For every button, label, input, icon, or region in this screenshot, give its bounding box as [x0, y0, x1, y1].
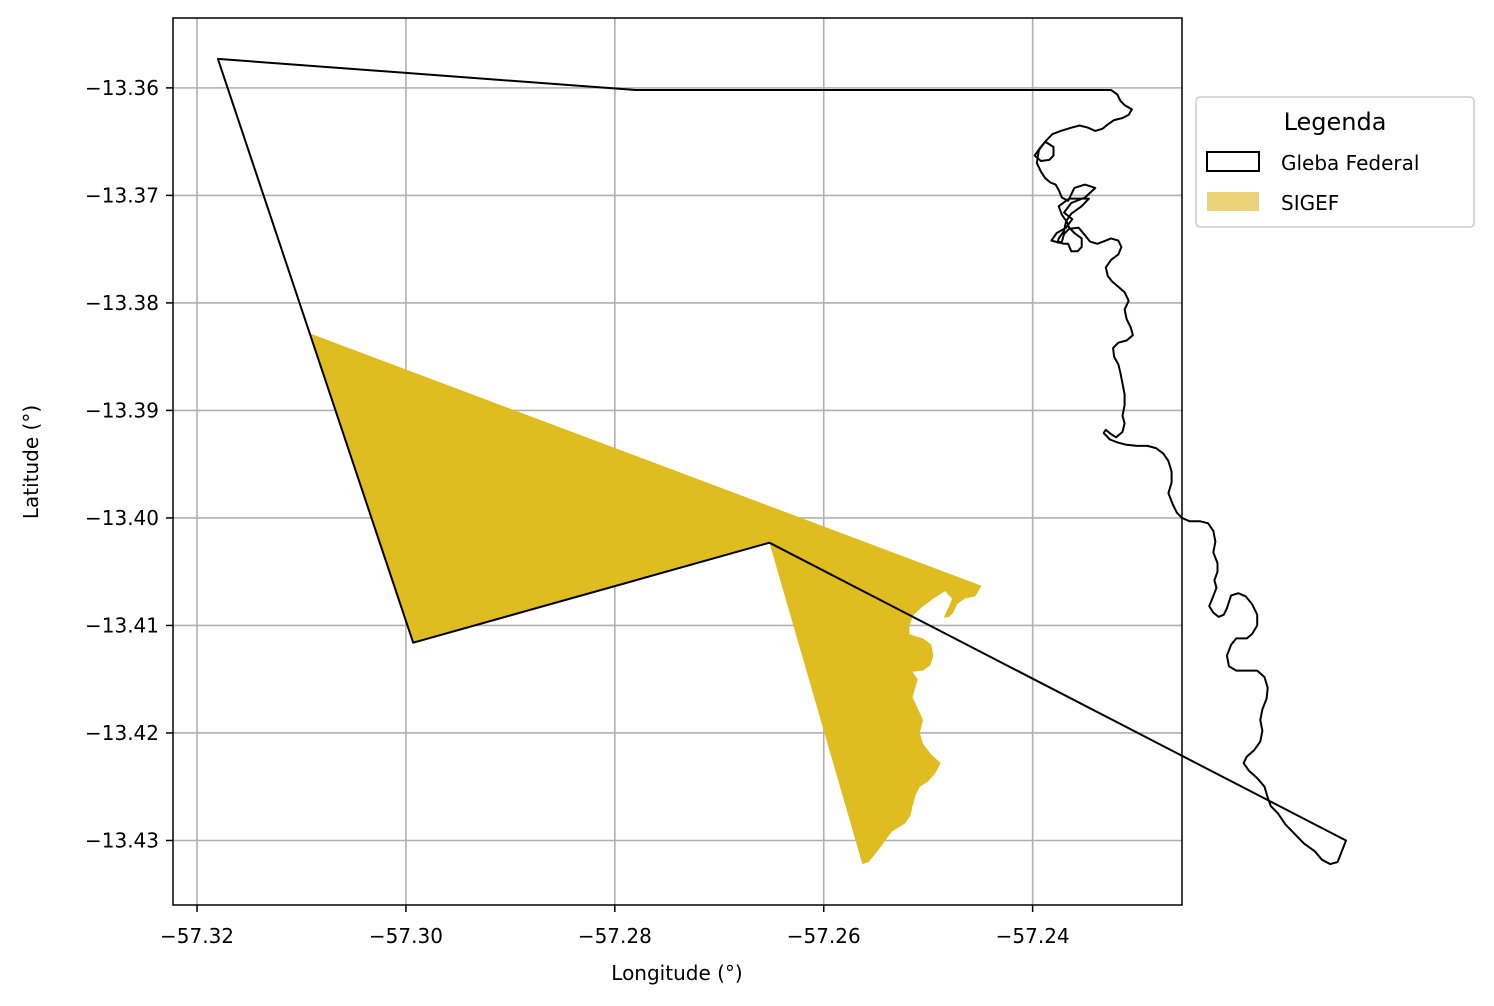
- legend: Legenda Gleba Federal SIGEF: [1195, 96, 1475, 228]
- y-tick-label: −13.41: [85, 613, 159, 637]
- gleba-federal-polygon: [216, 57, 1347, 866]
- x-axis-ticks: −57.32 −57.30 −57.28 −57.26 −57.24: [160, 905, 1070, 948]
- x-tick-label: −57.30: [369, 924, 443, 948]
- y-tick-label: −13.43: [85, 828, 159, 852]
- x-axis-title: Longitude (°): [611, 961, 742, 985]
- plot-frame: [172, 17, 1183, 906]
- y-tick-label: −13.42: [85, 721, 159, 745]
- legend-swatch-sigef: [1207, 192, 1259, 211]
- x-tick-label: −57.28: [578, 924, 652, 948]
- legend-swatch-gleba-federal: [1206, 151, 1260, 172]
- y-tick-label: −13.39: [85, 398, 159, 422]
- y-axis-title: Latitude (°): [19, 405, 43, 519]
- y-axis-ticks: −13.36 −13.37 −13.38 −13.39 −13.40 −13.41 −13.…: [85, 76, 173, 852]
- x-tick-label: −57.26: [787, 924, 861, 948]
- y-tick-label: −13.40: [85, 506, 159, 530]
- map-layers: [216, 57, 1347, 866]
- legend-label-sigef: SIGEF: [1281, 191, 1339, 215]
- y-tick-label: −13.36: [85, 76, 159, 100]
- legend-box: [1195, 96, 1475, 228]
- y-tick-label: −13.37: [85, 183, 159, 207]
- y-tick-label: −13.38: [85, 291, 159, 315]
- legend-label-gleba-federal: Gleba Federal: [1281, 151, 1419, 175]
- x-tick-label: −57.32: [160, 924, 234, 948]
- x-tick-label: −57.24: [996, 924, 1070, 948]
- legend-title: Legenda: [1284, 108, 1387, 136]
- sigef-polygon: [308, 333, 982, 865]
